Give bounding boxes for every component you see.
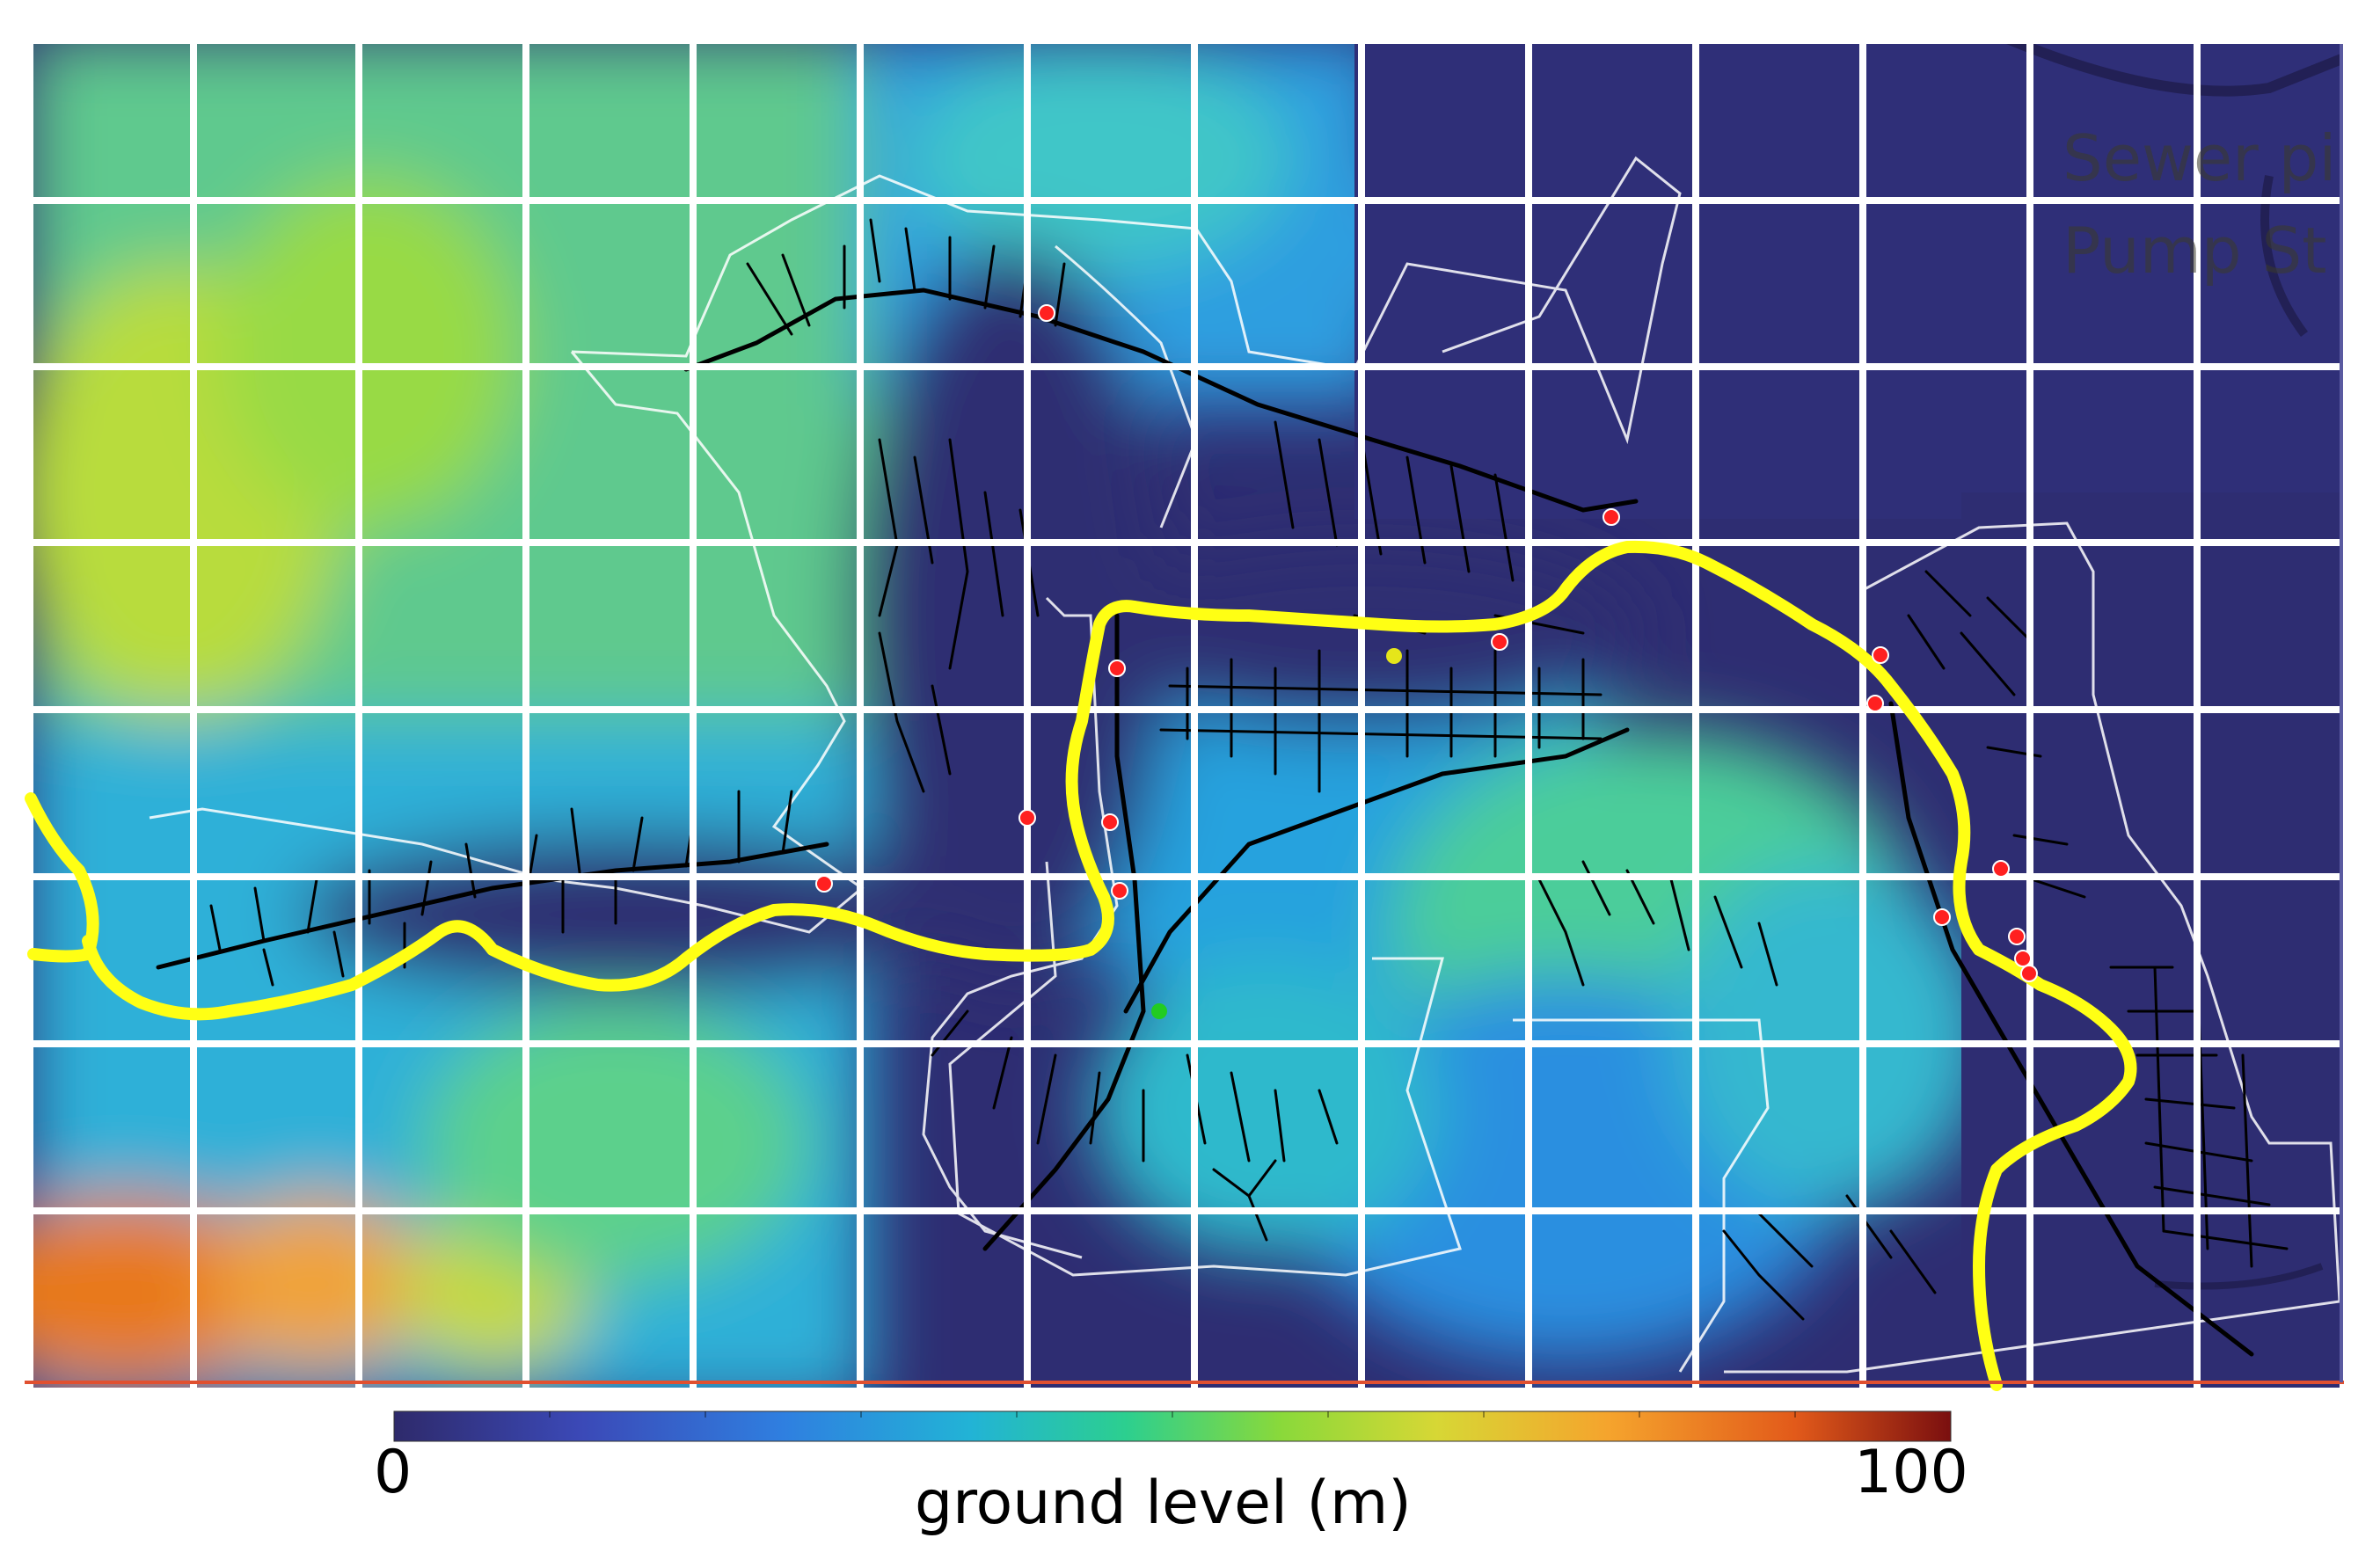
river-line [25,540,2137,1391]
pump-station-marker [2020,965,2038,982]
terrain-raster [33,44,2340,1388]
grid-overlay [33,44,2340,1388]
pump-station-marker [1602,508,1620,526]
outlet-marker-yellow [1386,648,1402,664]
pump-station-marker [1866,695,1884,712]
pump-station-marker [2014,950,2032,967]
pump-station-marker [1111,882,1128,900]
legend-sewer-pipes: Sewer pi [2062,121,2336,195]
legend-pump-stations: Pump St [2062,214,2326,288]
pump-station-marker [1992,860,2010,878]
pump-stations [815,304,2038,982]
pump-station-marker [1108,660,1126,677]
colorbar-ticks [549,1411,1796,1418]
colorbar [393,1410,1952,1442]
pump-station-marker [1038,304,1055,322]
colorbar-max-label: 100 [1854,1438,1968,1507]
colorbar-min-label: 0 [374,1438,412,1507]
pump-station-marker [1018,809,1036,827]
pump-station-marker [1491,633,1508,651]
pump-station-marker [2008,928,2026,945]
pump-station-marker [1101,813,1119,831]
colorbar-title: ground level (m) [915,1469,1412,1538]
outlet-marker-green [1151,1003,1167,1019]
pump-station-marker [1872,646,1889,664]
pump-station-marker [1933,908,1951,926]
pump-station-marker [815,875,833,893]
